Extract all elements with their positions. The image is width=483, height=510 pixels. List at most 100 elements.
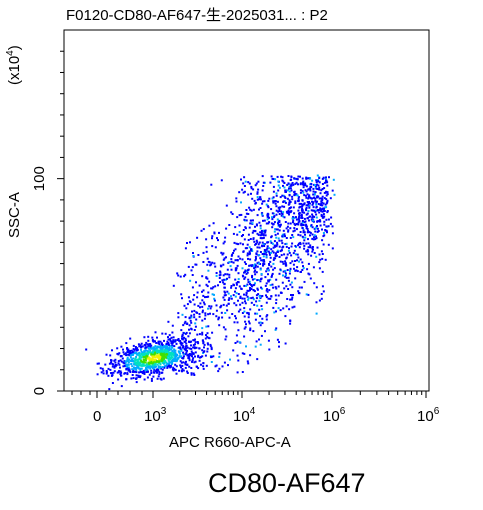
event-dot — [255, 257, 257, 260]
event-dot — [317, 209, 320, 211]
event-dot — [194, 351, 197, 354]
event-dot — [200, 229, 203, 232]
event-dot — [196, 291, 199, 294]
event-dot — [275, 213, 278, 216]
event-dot — [292, 183, 295, 186]
event-dot — [205, 246, 208, 249]
event-dot — [159, 345, 162, 347]
event-dot — [195, 318, 198, 321]
event-dot — [244, 326, 247, 329]
event-dot — [158, 357, 161, 360]
event-dot — [201, 333, 204, 336]
event-dot — [244, 320, 247, 323]
event-dot — [255, 300, 258, 303]
event-dot — [169, 357, 172, 360]
event-dot — [254, 264, 257, 267]
event-dot — [302, 181, 305, 184]
event-dot — [233, 249, 235, 252]
event-dot — [105, 371, 108, 374]
event-dot — [140, 346, 143, 349]
event-dot — [223, 278, 226, 281]
event-dot — [181, 333, 184, 336]
event-dot — [237, 310, 240, 313]
event-dot — [261, 253, 264, 255]
event-dot — [159, 355, 162, 358]
event-dot — [321, 253, 324, 255]
event-dot — [246, 295, 249, 298]
event-dot — [191, 355, 193, 358]
event-dot — [157, 342, 160, 345]
event-dot — [190, 344, 192, 347]
event-dot — [202, 342, 205, 345]
event-dot — [266, 288, 269, 291]
event-dot — [237, 255, 240, 258]
event-dot — [192, 339, 195, 342]
event-dot — [251, 274, 254, 277]
event-dot — [241, 267, 244, 270]
event-dot — [256, 304, 259, 307]
event-dot — [265, 289, 268, 292]
event-dot — [167, 336, 169, 339]
event-dot — [150, 365, 153, 368]
event-dot — [247, 257, 249, 260]
event-dot — [322, 213, 325, 216]
event-dot — [293, 267, 295, 270]
event-dot — [149, 349, 152, 352]
event-dot — [316, 225, 318, 227]
event-dot — [263, 219, 266, 222]
event-dot — [284, 200, 286, 203]
event-dot — [320, 202, 323, 205]
event-dot — [261, 212, 264, 215]
event-dot — [253, 290, 256, 293]
event-dot — [224, 338, 227, 341]
event-dot — [320, 213, 323, 216]
event-dot — [192, 252, 194, 254]
event-dot — [201, 299, 204, 302]
event-dot — [179, 340, 182, 342]
event-dot — [310, 224, 313, 227]
event-dot — [292, 294, 294, 296]
event-dot — [179, 364, 182, 367]
event-dot — [272, 286, 275, 289]
event-dot — [272, 196, 275, 199]
event-dot — [314, 199, 317, 202]
event-dot — [223, 240, 226, 243]
event-dot — [269, 278, 272, 281]
event-dot — [300, 270, 302, 273]
event-dot — [126, 367, 129, 370]
event-dot — [228, 316, 231, 319]
event-dot — [237, 299, 239, 302]
event-dot — [315, 181, 318, 184]
event-dot — [160, 354, 163, 356]
event-dot — [193, 316, 196, 319]
event-dot — [318, 181, 321, 184]
event-dot — [318, 261, 321, 264]
event-dot — [268, 279, 270, 282]
event-dot — [268, 289, 271, 292]
event-dot — [227, 302, 230, 305]
event-dot — [203, 346, 205, 349]
event-dot — [129, 371, 132, 373]
event-dot — [301, 203, 304, 206]
event-dot — [152, 359, 155, 361]
event-dot — [238, 231, 241, 233]
event-dot — [240, 235, 243, 238]
event-dot — [278, 256, 281, 258]
event-dot — [157, 369, 160, 372]
event-dot — [279, 260, 282, 263]
event-dot — [305, 225, 308, 228]
event-dot — [274, 328, 277, 331]
event-dot — [245, 345, 247, 348]
event-dot — [159, 363, 162, 366]
event-dot — [285, 285, 288, 288]
event-dot — [286, 253, 289, 256]
event-dot — [305, 213, 308, 216]
event-dot — [184, 273, 187, 276]
event-dot — [188, 324, 191, 327]
event-dot — [259, 321, 262, 324]
event-dot — [311, 200, 313, 203]
event-dot — [140, 348, 142, 351]
event-dot — [130, 377, 133, 380]
event-dot — [179, 342, 182, 344]
